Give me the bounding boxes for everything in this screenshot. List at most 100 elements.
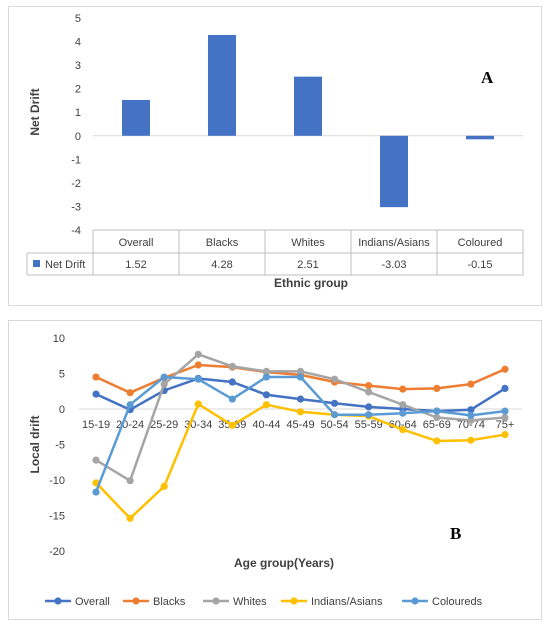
point-indians-asians — [433, 437, 441, 445]
point-coloureds — [365, 411, 373, 419]
bar-blacks — [208, 34, 236, 136]
y-tick-label: 0 — [75, 131, 81, 143]
point-coloureds — [194, 375, 202, 383]
category-label: Blacks — [206, 237, 239, 249]
y-tick-label: 2 — [75, 84, 81, 96]
legend-marker-blacks — [132, 597, 140, 605]
point-overall — [92, 390, 100, 398]
point-overall — [228, 378, 236, 386]
point-coloureds — [330, 411, 339, 419]
point-indians-asians — [399, 425, 407, 434]
point-coloureds — [399, 409, 407, 417]
point-coloureds — [160, 373, 168, 381]
legend-marker-overall — [54, 597, 62, 605]
category-label: Coloured — [458, 237, 503, 249]
point-overall — [365, 403, 373, 411]
x-tick-label: 55-59 — [355, 419, 383, 431]
point-coloureds — [296, 373, 305, 381]
point-coloureds — [433, 407, 441, 415]
legend-marker-whites — [212, 597, 220, 605]
y-axis-title: Net Drift — [28, 88, 42, 135]
y-tick-label: 5 — [59, 369, 65, 381]
point-whites — [160, 380, 168, 388]
point-overall — [467, 406, 475, 414]
net-drift-panel: -4 -3 -2 -1 0 1 2 3 4 5 Overall 1.52 Blacks 4.28 White… — [8, 6, 542, 306]
point-whites — [433, 413, 441, 422]
x-tick-label: 45-49 — [286, 419, 314, 431]
data-value-label: -0.15 — [467, 259, 492, 271]
y-tick-label: -5 — [55, 440, 65, 452]
point-whites — [467, 416, 475, 424]
y-tick-label: -15 — [49, 511, 65, 523]
point-indians-asians — [262, 401, 271, 409]
point-whites — [194, 350, 202, 358]
legend-label-coloureds: Coloureds — [432, 596, 483, 608]
y-tick-label: 4 — [75, 37, 81, 49]
point-whites — [399, 401, 407, 409]
y-tick-label: 1 — [75, 107, 81, 119]
legend-label-net-drift: Net Drift — [45, 259, 85, 271]
bar-whites — [294, 76, 322, 136]
point-indians-asians — [194, 400, 202, 408]
point-indians-asians — [228, 421, 236, 429]
point-whites — [330, 375, 339, 383]
point-blacks — [365, 381, 373, 390]
point-blacks — [467, 380, 475, 388]
point-coloureds — [467, 411, 475, 419]
point-indians-asians — [126, 514, 134, 522]
x-tick-label: 50-54 — [321, 419, 349, 431]
data-value-label: 1.52 — [125, 259, 146, 271]
point-coloureds — [228, 395, 236, 403]
y-tick-label: -2 — [71, 178, 81, 190]
point-blacks — [126, 389, 134, 397]
data-value-label: -3.03 — [381, 259, 406, 271]
point-whites — [92, 456, 100, 464]
local-drift-chart: -20-15-10-5051015-1920-2425-2930-3435-39… — [28, 333, 522, 608]
x-tick-label: 15-19 — [82, 419, 110, 431]
point-whites — [228, 362, 236, 370]
legend-label-overall: Overall — [75, 596, 110, 608]
y-tick-label: 3 — [75, 60, 81, 72]
y-tick-label: -4 — [71, 225, 81, 237]
point-coloureds — [126, 401, 134, 409]
x-tick-label: 75+ — [496, 419, 515, 431]
x-axis-title: Ethnic group — [274, 276, 348, 290]
panel-label-b: B — [450, 524, 461, 543]
category-label: Overall — [119, 237, 154, 249]
point-blacks — [92, 373, 100, 381]
panel-label-a: A — [481, 68, 494, 87]
y-tick-label: 0 — [59, 404, 65, 416]
point-whites — [501, 413, 509, 422]
y-tick-label: -20 — [49, 546, 65, 558]
local-drift-panel: -20-15-10-5051015-1920-2425-2930-3435-39… — [8, 320, 542, 620]
y-axis-title: Local drift — [28, 415, 42, 473]
legend-label-blacks: Blacks — [153, 596, 186, 608]
x-tick-label: 25-29 — [150, 419, 178, 431]
data-value-label: 2.51 — [297, 259, 318, 271]
point-whites — [296, 367, 305, 375]
point-whites — [365, 388, 373, 396]
point-indians-asians — [160, 482, 168, 490]
point-whites — [126, 477, 134, 485]
x-tick-label: 40-44 — [252, 419, 280, 431]
point-coloureds — [501, 407, 509, 415]
point-indians-asians — [467, 436, 475, 444]
y-tick-label: -10 — [49, 475, 65, 487]
point-blacks — [501, 365, 509, 373]
point-blacks — [399, 385, 407, 393]
x-tick-label: 65-69 — [423, 419, 451, 431]
category-label: Whites — [291, 237, 325, 249]
point-coloureds — [262, 373, 271, 381]
point-coloureds — [92, 488, 100, 496]
point-indians-asians — [501, 430, 509, 439]
legend-marker-coloureds — [411, 597, 419, 605]
y-tick-label: -3 — [71, 201, 81, 213]
legend-label-whites: Whites — [233, 596, 267, 608]
point-overall — [262, 391, 271, 399]
point-overall — [296, 395, 305, 403]
data-value-label: 4.28 — [211, 259, 232, 271]
point-overall — [501, 384, 509, 393]
x-tick-label: 70-74 — [457, 419, 485, 431]
point-overall — [330, 399, 339, 407]
legend-marker-indians-asians — [290, 597, 298, 605]
